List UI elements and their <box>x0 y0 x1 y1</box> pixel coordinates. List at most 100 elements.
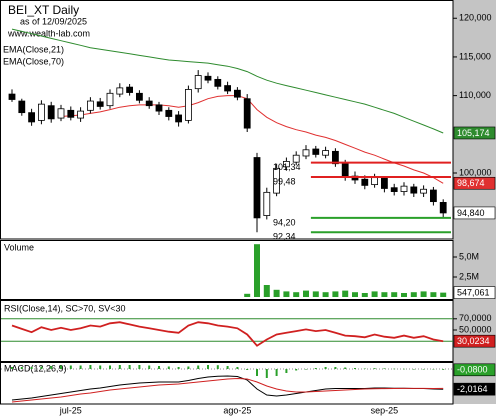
ema-line <box>11 28 444 134</box>
candle-body <box>77 110 84 119</box>
candle-body <box>67 109 75 118</box>
candle-body <box>263 191 271 216</box>
histogram-bar <box>344 367 347 369</box>
value-box <box>453 363 496 377</box>
volume-bar <box>293 292 300 297</box>
histogram-bar <box>207 365 209 369</box>
candle-body <box>243 98 251 129</box>
y-tick-label: 50,0000 <box>459 324 492 334</box>
macd-pane <box>0 362 454 405</box>
level-label: 94,20 <box>273 217 296 227</box>
candle-body <box>273 167 281 194</box>
volume-bar <box>273 289 280 297</box>
value-box-label: -0,0800 <box>457 365 488 375</box>
chart-title: BEI_XT Daily <box>8 3 79 17</box>
candle-body <box>47 105 55 120</box>
legend-entry: EMA(Close,21) <box>3 44 64 54</box>
volume-bar <box>410 292 417 297</box>
volume-bar <box>371 291 378 297</box>
volume-bar <box>440 292 447 297</box>
value-box <box>453 286 496 299</box>
histogram-bar <box>177 367 180 369</box>
histogram-bar <box>138 365 141 369</box>
volume-bar <box>342 290 349 297</box>
histogram-bar <box>148 365 151 369</box>
candle-body <box>253 157 261 219</box>
level-label: 99,48 <box>273 176 296 186</box>
volume-bar <box>361 293 368 297</box>
volume-bar <box>244 293 251 297</box>
level-label: 92,34 <box>273 232 296 242</box>
volume-bar <box>263 285 270 297</box>
macd-line <box>11 377 444 403</box>
pane-title: MACD(12,26,9) <box>4 363 67 373</box>
histogram-bar <box>226 366 229 369</box>
candle-body <box>429 189 437 203</box>
volume-bar <box>430 292 437 297</box>
value-box-label: -2,0164 <box>457 384 488 394</box>
candle-body <box>390 187 398 192</box>
histogram-bar <box>442 369 445 370</box>
rsi-pane <box>0 300 454 362</box>
pane-title: RSI(Close,14), SC>70, SV<30 <box>4 303 126 313</box>
candle-body <box>439 202 447 214</box>
candle-body <box>233 89 241 98</box>
volume-pane <box>0 240 454 300</box>
level-label: 101,34 <box>273 162 301 172</box>
candle-body <box>214 78 222 87</box>
candle-body <box>8 93 16 100</box>
y-tick-label: 2,5M <box>459 271 479 281</box>
histogram-bar <box>373 368 376 369</box>
candle-body <box>420 188 428 194</box>
histogram-bar <box>89 365 92 369</box>
histogram-bar <box>109 365 111 369</box>
value-box <box>453 334 496 348</box>
value-box <box>453 176 496 190</box>
histogram-bar <box>383 368 386 369</box>
histogram-bar <box>187 366 190 369</box>
volume-bar <box>352 292 358 297</box>
histogram-bar <box>265 369 268 378</box>
x-tick-label: sep-25 <box>371 405 399 415</box>
candle-body <box>135 92 143 101</box>
legend-entry: EMA(Close,70) <box>3 56 64 66</box>
value-box-label: 547,061 <box>457 287 490 297</box>
candle-body <box>204 75 212 81</box>
histogram-bar <box>99 365 102 369</box>
value-box <box>453 126 496 140</box>
volume-bar <box>254 244 260 297</box>
histogram-bar <box>128 365 131 369</box>
histogram-bar <box>69 365 72 369</box>
volume-bar <box>420 291 427 297</box>
y-tick-label: 115,000 <box>459 51 491 61</box>
candle-body <box>380 178 388 189</box>
volume-bar <box>312 291 319 297</box>
ema-line <box>60 95 444 184</box>
histogram-bar <box>30 367 33 369</box>
y-tick-label: 70,0000 <box>459 313 492 323</box>
histogram-bar <box>314 368 317 369</box>
candle-body <box>165 109 173 117</box>
candle-body <box>175 114 183 123</box>
candle-body <box>282 160 290 168</box>
value-box-label: 94,840 <box>457 208 485 218</box>
candle-body <box>331 150 339 165</box>
candle-body <box>38 103 45 121</box>
histogram-bar <box>363 368 366 369</box>
candle-body <box>292 154 300 163</box>
volume-bar <box>401 293 407 297</box>
price-pane <box>0 0 454 240</box>
volume-bar <box>391 292 398 297</box>
volume-bar <box>381 292 388 297</box>
candle-body <box>106 92 114 107</box>
value-box-label: 30,0234 <box>457 336 490 346</box>
histogram-bar <box>50 366 53 369</box>
x-tick-label: jul-25 <box>59 405 82 415</box>
candle-body <box>28 112 36 123</box>
candle-body <box>57 108 65 119</box>
candle-body <box>224 85 232 92</box>
value-box-label: 105,174 <box>457 128 490 138</box>
y-tick-label: 110,000 <box>459 90 491 100</box>
histogram-bar <box>216 365 219 369</box>
